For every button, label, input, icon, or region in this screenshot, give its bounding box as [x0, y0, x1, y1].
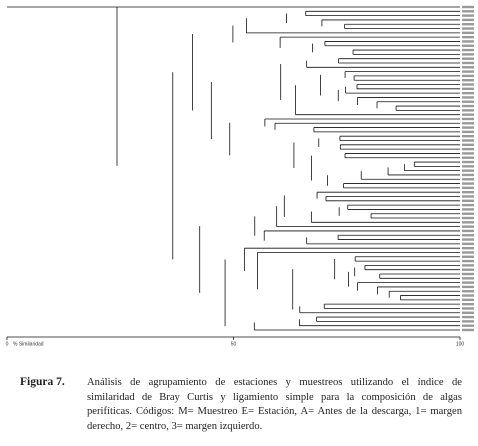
leaf-label	[462, 139, 474, 142]
leaf-label	[462, 10, 474, 13]
leaf-label	[462, 277, 474, 280]
leaf-label	[462, 307, 474, 310]
leaf-label	[462, 272, 474, 276]
leaf-label	[462, 238, 474, 241]
leaf-label	[462, 251, 474, 254]
leaf-label	[462, 96, 474, 99]
leaf-label	[462, 91, 474, 95]
leaf-label	[462, 135, 474, 138]
leaf-label	[462, 79, 474, 82]
leaf-label	[462, 225, 474, 228]
axis-label: % Similaridad	[13, 341, 44, 347]
tick-label: 0	[6, 341, 9, 347]
leaf-label	[462, 216, 474, 220]
tick-label: 50	[231, 341, 237, 347]
leaf-label	[462, 285, 474, 289]
leaf-label	[462, 66, 474, 69]
leaf-label	[462, 14, 474, 17]
leaf-label	[462, 117, 474, 121]
leaf-label	[462, 130, 474, 134]
leaf-label	[462, 57, 474, 60]
leaf-label	[462, 160, 474, 164]
leaf-label	[462, 143, 474, 147]
dendrogram-figure: 0 50 100 % Similaridad	[6, 5, 474, 347]
leaf-label	[462, 31, 474, 35]
leaf-label	[462, 83, 474, 86]
leaf-label	[462, 186, 474, 190]
leaf-label	[462, 147, 474, 151]
leaf-label	[462, 5, 474, 9]
leaf-label	[462, 302, 474, 306]
leaf-label	[462, 122, 474, 125]
leaf-label	[462, 234, 474, 237]
leaf-label	[462, 156, 474, 159]
leaf-label	[462, 165, 474, 168]
leaf-label	[462, 281, 474, 284]
leaf-label	[462, 74, 474, 78]
leaf-label	[462, 53, 474, 56]
leaf-label	[462, 199, 474, 202]
caption-line: perifíticas. Códigos: M= Muestreo E= Est…	[87, 406, 462, 417]
figure-label: Figura 7.	[20, 376, 65, 388]
leaf-label	[462, 298, 474, 302]
leaf-label	[462, 113, 474, 116]
leaf-label	[462, 259, 474, 263]
tick-label: 100	[456, 341, 465, 347]
leaf-label	[462, 195, 474, 198]
leaf-label	[462, 212, 474, 215]
leaf-label	[462, 182, 474, 185]
leaf-label	[462, 221, 474, 224]
leaf-label	[462, 61, 474, 65]
leaf-label	[462, 126, 474, 129]
leaf-label	[462, 294, 474, 297]
leaf-label	[462, 190, 474, 194]
leaf-label	[462, 104, 474, 108]
leaf-label	[462, 320, 474, 323]
leaf-label	[462, 328, 474, 332]
leaf-label	[462, 109, 474, 112]
leaf-label	[462, 315, 474, 319]
leaf-label	[462, 264, 474, 267]
leaf-label	[462, 48, 474, 52]
leaf-label	[462, 268, 474, 271]
leaf-label	[462, 178, 474, 181]
leaf-label	[462, 70, 474, 73]
leaf-label	[462, 152, 474, 155]
leaf-label	[462, 208, 474, 211]
leaf-label	[462, 246, 474, 250]
leaf-label	[462, 100, 474, 103]
leaf-label	[462, 40, 474, 43]
leaf-label	[462, 203, 474, 207]
leaf-label	[462, 290, 474, 293]
leaf-label	[462, 311, 474, 314]
leaf-label	[462, 27, 474, 30]
leaf-label	[462, 23, 474, 26]
leaf-label	[462, 173, 474, 177]
caption-line: Análisis de agrupamiento de estaciones y…	[87, 377, 462, 388]
leaf-label	[462, 44, 474, 47]
leaf-label	[462, 242, 474, 246]
leaf-label	[462, 87, 474, 91]
caption-line: derecho, 2= centro, 3= margen izquierdo.	[87, 420, 263, 432]
leaf-label	[462, 229, 474, 233]
leaf-label	[462, 255, 474, 258]
leaf-label	[462, 18, 474, 22]
leaf-label	[462, 35, 474, 39]
leaf-label	[462, 324, 474, 327]
caption-line: similaridad de Bray Curtis y ligamiento …	[87, 391, 462, 403]
leaf-label	[462, 169, 474, 172]
